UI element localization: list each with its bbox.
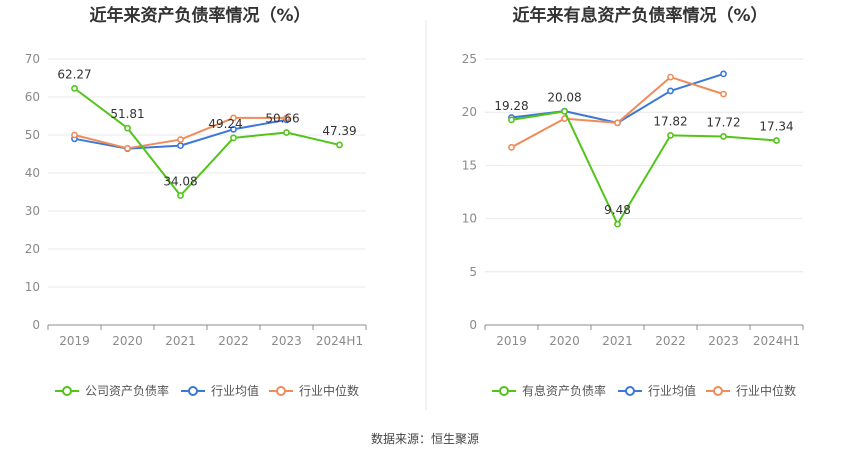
series-line-company bbox=[511, 110, 777, 226]
legend-label: 有息资产负债率 bbox=[522, 383, 606, 398]
x-tick-label: 2019 bbox=[496, 334, 527, 348]
y-tick-label: 0 bbox=[469, 318, 477, 332]
y-tick-label: 40 bbox=[25, 166, 40, 180]
legend-marker bbox=[499, 386, 509, 396]
data-label: 9.48 bbox=[604, 203, 631, 217]
y-tick-label: 10 bbox=[462, 212, 477, 226]
y-tick-label: 60 bbox=[25, 90, 40, 104]
data-point bbox=[124, 144, 131, 152]
data-label: 49.24 bbox=[208, 117, 242, 131]
data-point bbox=[667, 73, 674, 81]
data-point bbox=[230, 134, 237, 142]
y-tick-label: 70 bbox=[25, 52, 40, 66]
data-point bbox=[667, 131, 674, 139]
y-tick-label: 15 bbox=[462, 158, 477, 172]
legend-marker bbox=[625, 386, 635, 396]
legend-marker bbox=[188, 386, 198, 396]
legend-label: 行业均值 bbox=[648, 383, 696, 398]
data-point bbox=[667, 87, 674, 95]
data-point bbox=[720, 133, 727, 140]
data-point bbox=[71, 84, 78, 92]
x-tick-label: 2019 bbox=[59, 334, 90, 348]
x-tick-label: 2022 bbox=[655, 334, 686, 348]
data-point bbox=[230, 114, 237, 122]
data-point bbox=[71, 131, 78, 139]
data-label: 20.08 bbox=[547, 90, 581, 104]
data-label: 47.39 bbox=[322, 124, 356, 138]
legend-label: 行业中位数 bbox=[736, 383, 796, 398]
x-tick-label: 2020 bbox=[549, 334, 580, 348]
y-tick-label: 25 bbox=[462, 52, 477, 66]
x-tick-label: 2021 bbox=[602, 334, 633, 348]
y-tick-label: 20 bbox=[25, 242, 40, 256]
x-tick-label: 2023 bbox=[708, 334, 739, 348]
data-label: 17.34 bbox=[759, 120, 793, 134]
x-tick-label: 2021 bbox=[165, 334, 196, 348]
y-tick-label: 20 bbox=[462, 105, 477, 119]
chart-title: 近年来有息资产负债率情况（%） bbox=[512, 5, 767, 26]
data-point bbox=[720, 90, 727, 98]
x-tick-label: 2024H1 bbox=[316, 334, 363, 348]
data-point bbox=[614, 119, 621, 127]
data-source-text: 数据来源：恒生聚源 bbox=[371, 431, 479, 446]
data-point bbox=[720, 70, 727, 78]
data-label: 62.27 bbox=[57, 67, 91, 81]
y-tick-label: 30 bbox=[25, 204, 40, 218]
y-tick-label: 10 bbox=[25, 280, 40, 294]
legend-marker bbox=[713, 386, 723, 396]
legend-marker bbox=[62, 386, 72, 396]
legend-marker bbox=[276, 386, 286, 396]
data-point bbox=[177, 192, 184, 199]
data-label: 34.08 bbox=[163, 174, 197, 188]
data-point bbox=[230, 125, 237, 133]
data-point bbox=[614, 220, 621, 228]
x-tick-label: 2020 bbox=[112, 334, 143, 348]
data-point bbox=[508, 116, 515, 124]
legend-label: 行业中位数 bbox=[299, 383, 359, 398]
data-point bbox=[177, 136, 184, 143]
data-label: 17.82 bbox=[653, 114, 687, 128]
data-label: 19.28 bbox=[494, 99, 528, 113]
chart-title: 近年来资产负债率情况（%） bbox=[89, 5, 310, 26]
data-label: 51.81 bbox=[110, 107, 144, 121]
data-point bbox=[124, 124, 131, 132]
data-point bbox=[283, 129, 290, 136]
legend-label: 公司资产负债率 bbox=[85, 383, 169, 398]
data-point bbox=[177, 142, 184, 150]
legend-label: 行业均值 bbox=[211, 383, 259, 398]
x-tick-label: 2023 bbox=[271, 334, 302, 348]
data-point bbox=[336, 141, 343, 149]
series-line-company bbox=[73, 87, 340, 197]
data-label: 50.66 bbox=[265, 111, 299, 125]
y-tick-label: 0 bbox=[32, 318, 40, 332]
y-tick-label: 50 bbox=[25, 128, 40, 142]
data-point bbox=[773, 137, 780, 144]
data-label: 17.72 bbox=[706, 115, 740, 129]
data-point bbox=[283, 114, 290, 122]
x-tick-label: 2022 bbox=[218, 334, 249, 348]
data-point bbox=[508, 143, 515, 151]
data-point bbox=[561, 107, 568, 115]
y-tick-label: 5 bbox=[469, 265, 477, 279]
x-tick-label: 2024H1 bbox=[753, 334, 800, 348]
